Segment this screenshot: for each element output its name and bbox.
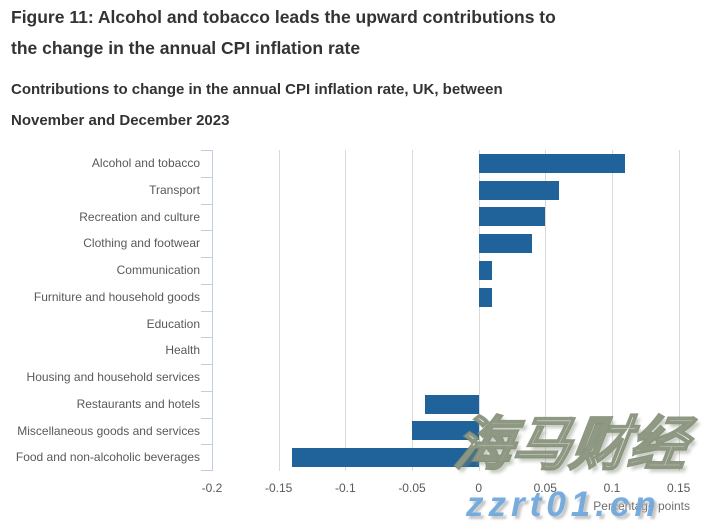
category-label: Clothing and footwear (83, 236, 200, 251)
gridline (278, 150, 280, 471)
category-axis-line (212, 150, 213, 471)
category-label: Education (146, 316, 200, 331)
x-tick-label: 0.05 (533, 481, 557, 495)
bar-alcohol-and-tobacco (478, 153, 626, 173)
bar-transport (478, 180, 559, 200)
figure-subtitle: Contributions to change in the annual CP… (11, 74, 503, 136)
x-tick-label: 0.1 (603, 481, 621, 495)
figure-title: Figure 11: Alcohol and tobacco leads the… (11, 2, 556, 64)
bar-furniture-and-household-goods (478, 287, 492, 307)
figure-subtitle-line1: Contributions to change in the annual CP… (11, 81, 503, 98)
figure-title-line2: the change in the annual CPI inflation r… (11, 38, 361, 58)
category-label: Furniture and household goods (33, 289, 200, 304)
category-axis-tick (201, 390, 212, 392)
category-axis-tick (201, 417, 212, 419)
category-label: Transport (149, 182, 200, 197)
category-axis-tick (201, 203, 212, 205)
plot-area (201, 150, 696, 471)
figure-subtitle-line2: November and December 2023 (11, 112, 230, 129)
gridline (612, 150, 613, 471)
category-axis-tick (201, 176, 212, 178)
bar-recreation-and-culture (478, 207, 546, 227)
x-tick-label: -0.05 (398, 481, 426, 495)
category-label: Communication (116, 263, 200, 277)
gridline (412, 150, 413, 471)
gridline (478, 150, 480, 471)
category-axis-tick (201, 470, 212, 471)
category-axis-tick (201, 364, 212, 365)
category-label: Food and non-alcoholic beverages (15, 450, 200, 465)
x-axis-title: Percentage points (593, 499, 690, 513)
category-label: Health (165, 343, 200, 358)
bar-clothing-and-footwear (478, 234, 532, 254)
category-axis-tick (201, 150, 212, 151)
category-axis-tick (201, 283, 212, 285)
x-tick-label: 0 (475, 481, 483, 495)
x-tick-label: -0.1 (334, 481, 356, 495)
category-label: Recreation and culture (79, 209, 200, 224)
x-tick-label: -0.15 (265, 481, 293, 495)
category-axis-tick (201, 444, 212, 446)
figure-title-line1: Figure 11: Alcohol and tobacco leads the… (11, 7, 556, 27)
category-label: Housing and household services (26, 370, 200, 384)
category-axis-tick (201, 257, 212, 258)
gridline (678, 150, 680, 471)
x-tick-label: -0.2 (201, 481, 223, 495)
category-label: Restaurants and hotels (76, 396, 200, 411)
category-label: Alcohol and tobacco (91, 156, 200, 170)
category-axis-tick (201, 337, 212, 339)
category-axis-tick (201, 230, 212, 232)
gridline (345, 150, 347, 471)
bar-food-and-non-alcoholic-beverages (292, 448, 479, 468)
gridline (545, 150, 547, 471)
category-label: Miscellaneous goods and services (17, 423, 200, 438)
bar-communication (478, 260, 492, 280)
bar-miscellaneous-goods-and-services (412, 421, 479, 441)
bar-restaurants-and-hotels (425, 394, 479, 414)
category-axis-tick (201, 310, 212, 312)
x-tick-label: 0.15 (667, 481, 691, 495)
